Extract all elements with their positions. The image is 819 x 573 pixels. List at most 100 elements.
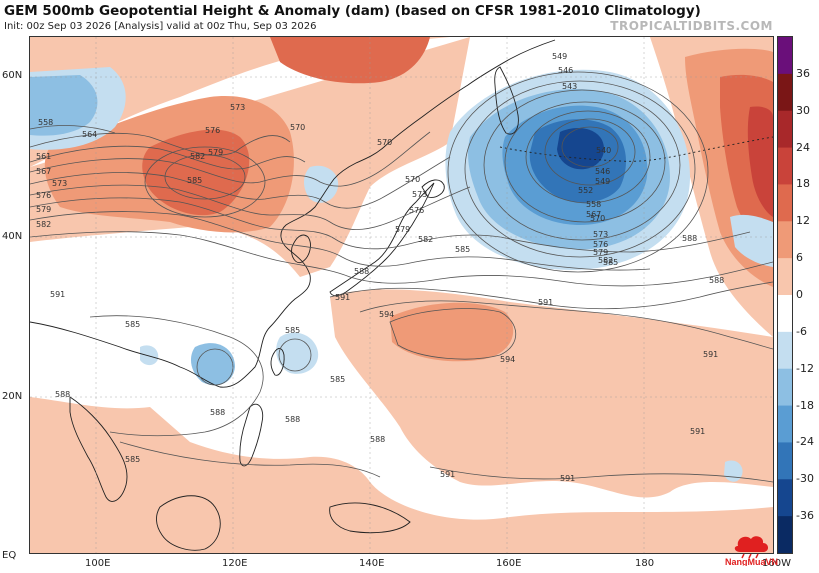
contour-label: 579 — [36, 205, 51, 214]
lat-label-60n: 60N — [2, 70, 23, 81]
contour-564-west — [29, 132, 291, 156]
colorbar-swatch — [778, 516, 792, 554]
lat-label-20n: 20N — [2, 391, 23, 402]
borneo-coastline — [156, 495, 221, 551]
asia-coastline — [29, 39, 556, 388]
lon-label-100e: 100E — [85, 558, 111, 569]
contour-label: 591 — [690, 427, 705, 436]
contour-label: 585 — [187, 176, 202, 185]
colorbar-tick-label: 30 — [796, 103, 810, 117]
taiwan-coastline — [270, 348, 285, 376]
contour-label: 576 — [593, 240, 608, 249]
colorbar-tick-label: 6 — [796, 251, 803, 265]
colorbar-swatch — [778, 184, 792, 222]
map-subtitle: Init: 00z Sep 03 2026 [Analysis] valid a… — [4, 21, 317, 32]
colorbar — [777, 36, 793, 554]
contour-label: 585 — [125, 455, 140, 464]
contour-label: 585 — [455, 245, 470, 254]
contour-label: 543 — [562, 82, 577, 91]
graticule — [30, 37, 773, 553]
new-guinea-coastline — [329, 502, 411, 534]
low-ring-7 — [447, 71, 709, 273]
philippines-coastline — [239, 403, 264, 467]
contour-label: 591 — [538, 298, 553, 307]
contour-label: 576 — [205, 126, 220, 135]
contour-label: 576 — [36, 191, 51, 200]
anomaly-positive-warm-core — [390, 302, 514, 362]
low-ring-1 — [561, 126, 619, 168]
colorbar-swatch — [778, 331, 792, 370]
watermark-logo: NangMuaVN — [722, 528, 782, 567]
low-ring-4 — [504, 101, 666, 223]
contour-label: 588 — [354, 267, 369, 276]
contour-label: 579 — [208, 148, 223, 157]
watermark-text: NangMuaVN — [725, 557, 778, 566]
colorbar-tick-label: -18 — [796, 398, 814, 412]
contour-label: 582 — [418, 235, 433, 244]
anomaly-negative-far-east — [730, 214, 773, 267]
contour-ring-taiwan — [278, 338, 312, 372]
contour-label: 591 — [703, 350, 718, 359]
colorbar-swatch — [778, 37, 792, 75]
colorbar-tick-label: 36 — [796, 66, 810, 80]
anomaly-positive-south-band — [30, 397, 773, 553]
contour-label: 546 — [595, 167, 610, 176]
contour-label: 579 — [593, 248, 608, 257]
colorbar-swatch — [778, 368, 792, 407]
contour-label: 567 — [586, 210, 601, 219]
height-contours — [29, 71, 774, 483]
contour-585-tropical — [89, 315, 264, 437]
contour-585 — [29, 231, 774, 287]
low-ring-2 — [544, 118, 636, 186]
contour-label: 573 — [412, 190, 427, 199]
colorbar-tick-label: 24 — [796, 140, 810, 154]
colorbar-tick-label: -36 — [796, 509, 814, 523]
contour-label: 585 — [330, 375, 345, 384]
contour-label: 558 — [586, 200, 601, 209]
hokkaido-coastline — [421, 179, 445, 198]
colorbar-tick-label: -12 — [796, 361, 814, 375]
anomaly-negative-s-china-2 — [140, 345, 159, 366]
contour-label: 546 — [558, 66, 573, 75]
anomaly-negative-west-2 — [30, 75, 98, 136]
colorbar-swatch — [778, 73, 792, 112]
colorbar-tick-label: 18 — [796, 177, 810, 191]
high-ring-west-1 — [164, 154, 246, 200]
colorbar-swatch — [778, 405, 792, 443]
contour-label: 594 — [379, 310, 394, 319]
low-ring-3 — [525, 110, 651, 204]
contour-label: 588 — [682, 234, 697, 243]
contour-558-west — [29, 125, 116, 134]
contour-570 — [29, 131, 431, 187]
contour-label: 594 — [500, 355, 515, 364]
colorbar-swatch — [778, 110, 792, 149]
contour-591 — [359, 300, 774, 350]
anomaly-negative-s-china — [190, 343, 235, 386]
contour-label: 585 — [285, 326, 300, 335]
japan-coastline — [329, 182, 435, 297]
contour-label: 585 — [603, 258, 618, 267]
contour-label: 591 — [50, 290, 65, 299]
indochina-coastline — [69, 396, 128, 502]
coastlines — [29, 39, 774, 551]
contour-582 — [29, 211, 651, 271]
contour-label: 570 — [405, 175, 420, 184]
lon-label-120e: 120E — [222, 558, 248, 569]
contour-label: 588 — [370, 435, 385, 444]
contour-label: 558 — [38, 118, 53, 127]
colorbar-tick-label: -6 — [796, 324, 807, 338]
colorbar-swatch — [778, 295, 792, 333]
lat-label-40n: 40N — [2, 231, 23, 242]
contour-579 — [29, 197, 751, 253]
colorbar-swatches — [778, 37, 792, 554]
korea-coastline — [291, 234, 311, 264]
anomaly-negative-taiwan — [276, 332, 319, 374]
colorbar-tick-label: 0 — [796, 288, 803, 301]
anomaly-negative-japan-sea — [304, 165, 339, 203]
colorbar-swatch — [778, 442, 792, 480]
contour-591-south — [429, 466, 774, 483]
contour-594 — [389, 308, 517, 360]
contour-label: 591 — [440, 470, 455, 479]
contour-label: 564 — [82, 130, 97, 139]
contour-label: 567 — [36, 167, 51, 176]
